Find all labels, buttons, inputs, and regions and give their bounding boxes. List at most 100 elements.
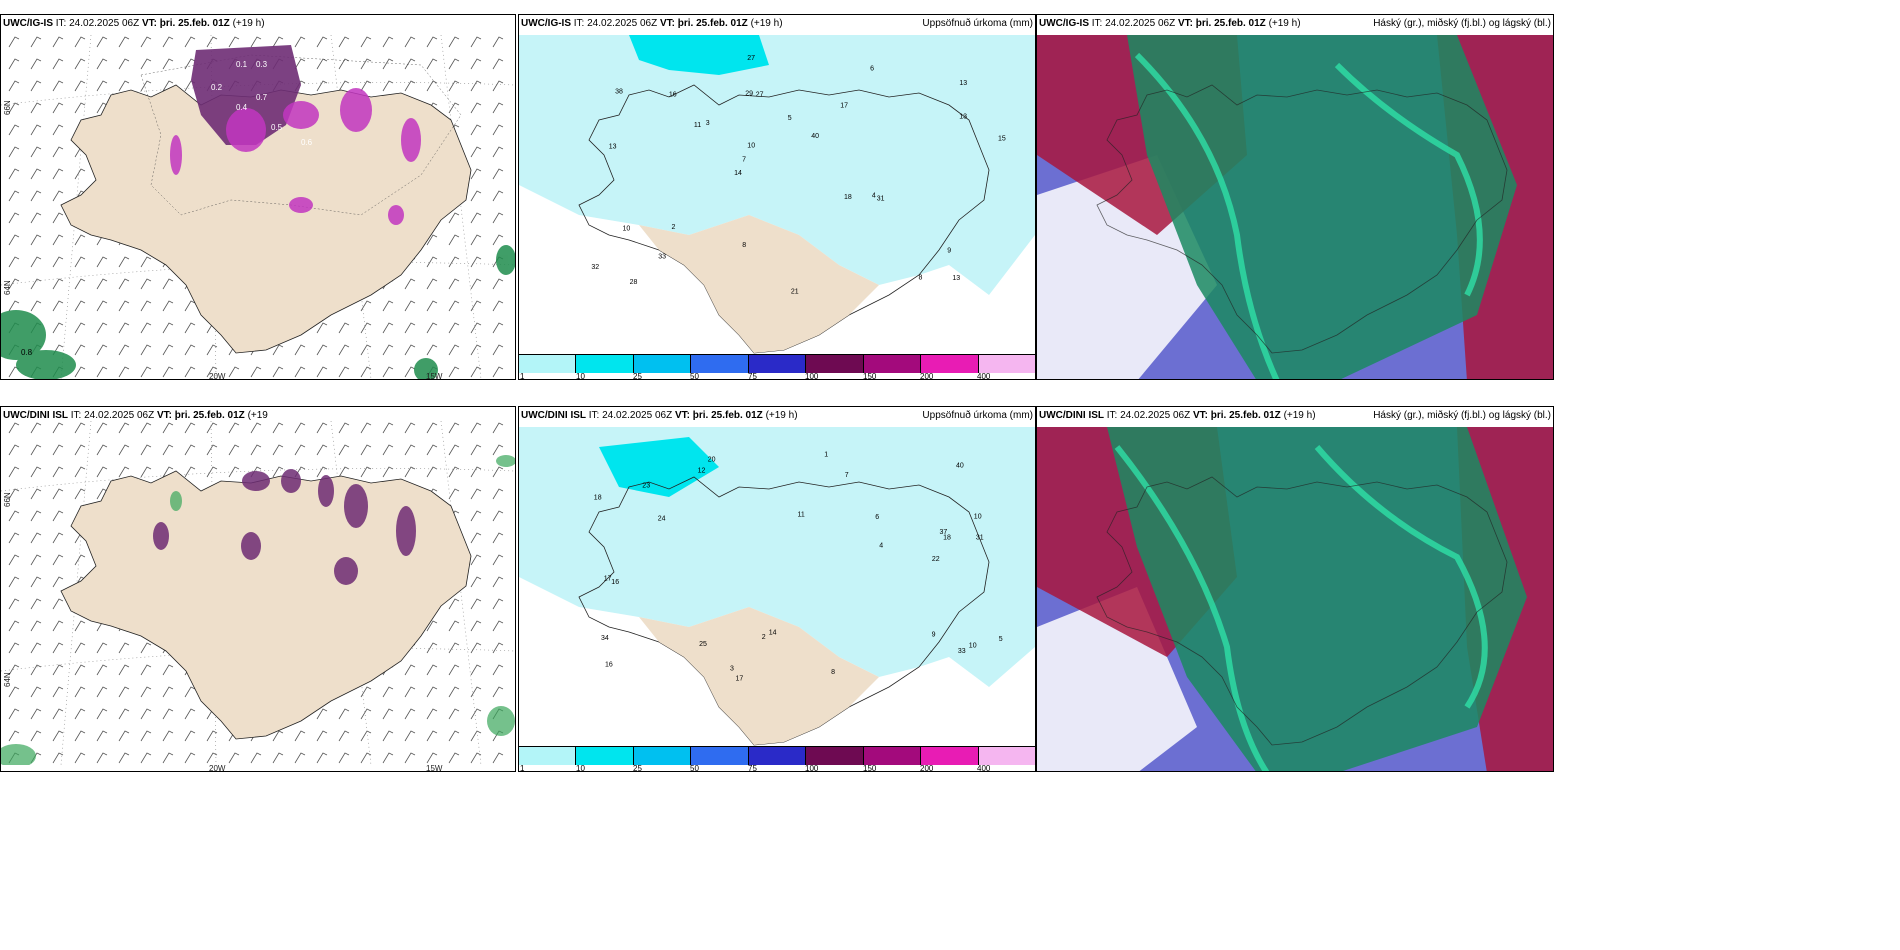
wind-barb (470, 752, 482, 764)
wind-barb (140, 708, 152, 720)
precip-station-label: 13 (952, 275, 960, 282)
precip-label: 0.1 (236, 60, 248, 69)
wind-barb (96, 366, 108, 378)
wind-barb (470, 366, 482, 378)
colorbar-label: 50 (690, 764, 699, 772)
wind-barb (492, 532, 504, 544)
wind-barb (360, 322, 372, 334)
colorbar-segment (863, 355, 922, 373)
wind-barb (30, 708, 42, 720)
precip-station-label: 2 (672, 224, 676, 231)
wind-barb (382, 366, 394, 378)
wind-barb (448, 256, 460, 268)
wind-barb (470, 466, 482, 478)
wind-barb (448, 466, 460, 478)
wind-barb (294, 752, 306, 764)
colorbar-segment (748, 355, 807, 373)
wind-barb (140, 278, 152, 290)
lat-label: 64N (3, 672, 12, 687)
wind-barb (140, 686, 152, 698)
precip-station-label: 38 (615, 89, 623, 96)
wind-barb (52, 730, 64, 742)
wind-barb (140, 256, 152, 268)
wind-barb (492, 554, 504, 566)
wind-barb (492, 620, 504, 632)
colorbar-label: 400 (977, 764, 991, 772)
wind-barb (74, 366, 86, 378)
wind-barb (492, 466, 504, 478)
colorbar-label: 200 (920, 764, 934, 772)
wind-barb (52, 168, 64, 180)
wind-barb (360, 686, 372, 698)
wind-barb (448, 300, 460, 312)
wind-barb (30, 300, 42, 312)
precip-station-label: 16 (611, 579, 619, 586)
wind-barb (52, 686, 64, 698)
wind-barb (492, 664, 504, 676)
precip-station-label: 10 (747, 142, 755, 149)
wind-barb (118, 708, 130, 720)
wind-barb (448, 708, 460, 720)
wind-barb (382, 686, 394, 698)
wind-barb (30, 422, 42, 434)
wind-barb (8, 124, 20, 136)
colorbar-segment (921, 747, 979, 765)
wind-barb (470, 598, 482, 610)
wind-barb (30, 598, 42, 610)
wind-barb (30, 146, 42, 158)
wind-barb (8, 532, 20, 544)
wind-barb (316, 466, 328, 478)
precip-station-label: 3 (706, 120, 710, 127)
wind-barb (118, 422, 130, 434)
wind-barb (426, 278, 438, 290)
wind-barb (74, 300, 86, 312)
precip-station-label: 29 (745, 91, 753, 98)
precip-station-label: 21 (791, 289, 799, 296)
wind-barb (426, 322, 438, 334)
wind-barb (8, 168, 20, 180)
wind-barb (184, 322, 196, 334)
panel-title: Uppsöfnuð úrkoma (mm) (922, 410, 1033, 421)
wind-barb (404, 58, 416, 70)
wind-barb (52, 102, 64, 114)
wind-barb (470, 322, 482, 334)
precip-station-label: 23 (642, 483, 650, 490)
wind-barb (448, 730, 460, 742)
wind-barb (184, 752, 196, 764)
colorbar-label: 10 (576, 372, 585, 380)
panel-bottom-right: UWC/DINI ISL IT: 24.02.2025 06Z VT: þri.… (1036, 406, 1554, 772)
colorbar-segment (978, 355, 1035, 373)
map-labels: 0.1 0.3 0.2 0.4 0.5 0.6 0.7 0.8 (21, 60, 313, 357)
precip-station-label: 40 (956, 463, 964, 470)
colorbar-label: 100 (805, 764, 819, 772)
wind-barb (294, 58, 306, 70)
colorbar-label: 150 (863, 372, 877, 380)
wind-barb (96, 102, 108, 114)
precip-station-label: 28 (630, 279, 638, 286)
wind-barb (206, 752, 218, 764)
wind-barb (8, 730, 20, 742)
wind-barb (52, 444, 64, 456)
wind-barb (118, 80, 130, 92)
wind-barb (118, 58, 130, 70)
cloud-cover-map (1037, 35, 1553, 379)
wind-barb (426, 344, 438, 356)
wind-barb (74, 730, 86, 742)
wind-precip-map: 0.1 0.3 0.2 0.4 0.5 0.6 0.7 0.8 (1, 35, 515, 379)
wind-barb (360, 80, 372, 92)
colorbar-segment (921, 355, 979, 373)
wind-barb (8, 642, 20, 654)
wind-barb (360, 300, 372, 312)
wind-barb (404, 444, 416, 456)
precip-station-label: 5 (999, 636, 1003, 643)
wind-barb (250, 444, 262, 456)
wind-barb (162, 278, 174, 290)
wind-barb (272, 344, 284, 356)
wind-barb (250, 366, 262, 378)
wind-barb (426, 664, 438, 676)
precip-station-label: 13 (609, 144, 617, 151)
wind-barb (74, 752, 86, 764)
wind-barb (316, 322, 328, 334)
wind-barb (74, 234, 86, 246)
wind-barb (52, 124, 64, 136)
